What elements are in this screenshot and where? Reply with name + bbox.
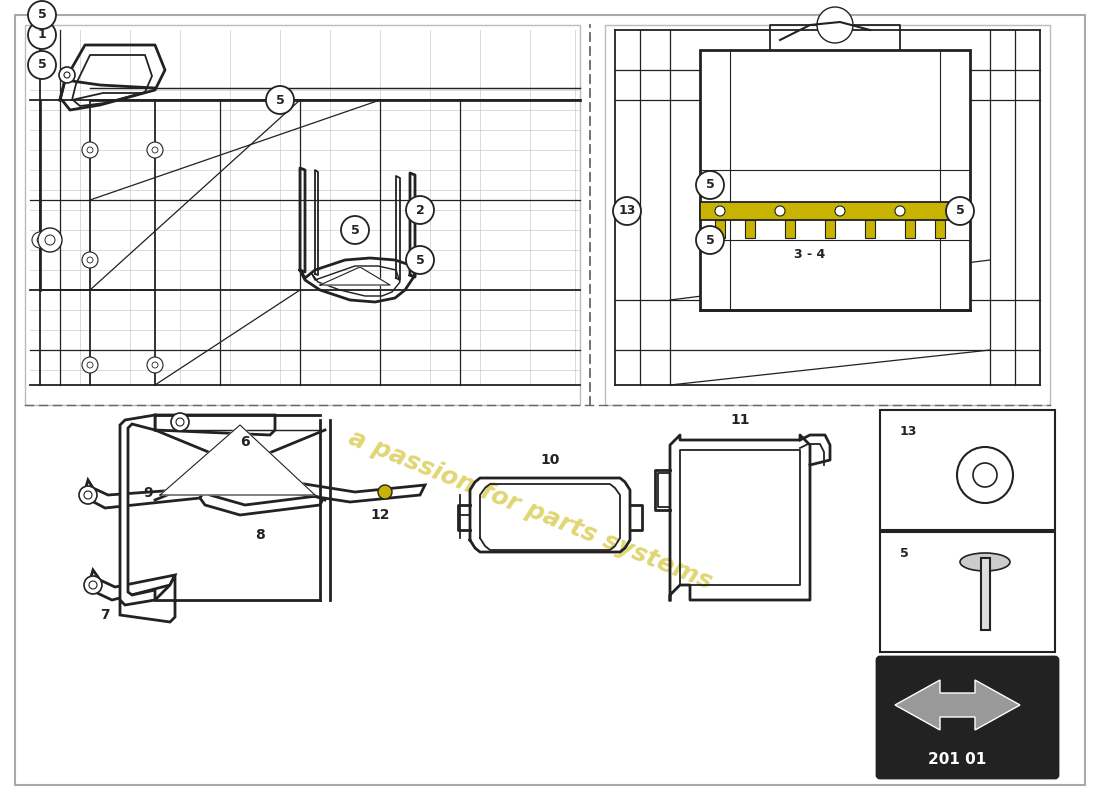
Text: 9: 9 — [143, 486, 153, 500]
Bar — [905, 220, 915, 238]
Text: 201 01: 201 01 — [928, 753, 986, 767]
Text: 8: 8 — [255, 528, 265, 542]
Bar — [880, 532, 1055, 652]
Bar — [825, 220, 835, 238]
Polygon shape — [895, 680, 1020, 730]
Circle shape — [406, 196, 434, 224]
Polygon shape — [155, 415, 275, 435]
Circle shape — [37, 237, 43, 243]
Polygon shape — [200, 490, 324, 515]
Text: 5: 5 — [900, 547, 909, 560]
Circle shape — [817, 7, 852, 43]
Circle shape — [84, 491, 92, 499]
Circle shape — [946, 197, 974, 225]
Text: 5: 5 — [37, 58, 46, 71]
Polygon shape — [120, 575, 175, 622]
Circle shape — [82, 252, 98, 268]
Circle shape — [776, 206, 785, 216]
Circle shape — [152, 362, 158, 368]
Polygon shape — [120, 415, 155, 608]
Circle shape — [82, 357, 98, 373]
Polygon shape — [160, 425, 315, 495]
Polygon shape — [90, 570, 175, 600]
Circle shape — [147, 357, 163, 373]
Bar — [25, 25, 580, 405]
Bar — [880, 410, 1055, 530]
Bar — [865, 220, 874, 238]
Circle shape — [28, 21, 56, 49]
Circle shape — [378, 485, 392, 499]
Polygon shape — [85, 480, 205, 508]
Circle shape — [89, 581, 97, 589]
Circle shape — [87, 147, 94, 153]
Text: 13: 13 — [618, 205, 636, 218]
Text: 7: 7 — [100, 608, 110, 622]
Circle shape — [176, 418, 184, 426]
Bar — [700, 202, 950, 220]
Circle shape — [715, 206, 725, 216]
Circle shape — [32, 232, 48, 248]
Circle shape — [266, 86, 294, 114]
Text: 13: 13 — [900, 425, 917, 438]
Text: 5: 5 — [416, 254, 425, 266]
Text: 10: 10 — [540, 453, 560, 467]
Circle shape — [613, 197, 641, 225]
Text: 5: 5 — [276, 94, 285, 106]
Circle shape — [82, 142, 98, 158]
Bar — [785, 220, 795, 238]
Circle shape — [835, 206, 845, 216]
Circle shape — [79, 486, 97, 504]
Text: 12: 12 — [371, 508, 389, 522]
Bar — [700, 50, 970, 310]
Circle shape — [696, 226, 724, 254]
Circle shape — [84, 576, 102, 594]
Circle shape — [39, 228, 62, 252]
Circle shape — [28, 51, 56, 79]
Text: 6: 6 — [240, 435, 250, 449]
Circle shape — [147, 142, 163, 158]
Circle shape — [696, 171, 724, 199]
Circle shape — [64, 72, 70, 78]
Text: 11: 11 — [730, 413, 750, 427]
Text: 5: 5 — [37, 9, 46, 22]
Circle shape — [45, 235, 55, 245]
Bar — [715, 220, 725, 238]
Circle shape — [974, 463, 997, 487]
Ellipse shape — [960, 553, 1010, 571]
Circle shape — [406, 246, 434, 274]
Circle shape — [87, 362, 94, 368]
Bar — [745, 220, 755, 238]
Circle shape — [152, 147, 158, 153]
Circle shape — [895, 206, 905, 216]
FancyBboxPatch shape — [877, 657, 1058, 778]
Text: 5: 5 — [705, 178, 714, 191]
Circle shape — [87, 257, 94, 263]
Text: 5: 5 — [705, 234, 714, 246]
Text: a passion for parts systems: a passion for parts systems — [344, 426, 715, 594]
Bar — [605, 25, 1050, 405]
Text: 2: 2 — [416, 203, 425, 217]
Circle shape — [59, 67, 75, 83]
Text: 1: 1 — [37, 29, 46, 42]
Circle shape — [170, 413, 189, 431]
Text: 3 - 4: 3 - 4 — [794, 249, 826, 262]
Bar — [935, 220, 945, 238]
Polygon shape — [280, 478, 425, 502]
Circle shape — [957, 447, 1013, 503]
Text: 5: 5 — [956, 205, 965, 218]
Text: 5: 5 — [351, 223, 360, 237]
Circle shape — [341, 216, 368, 244]
Polygon shape — [320, 267, 390, 285]
Circle shape — [28, 1, 56, 29]
